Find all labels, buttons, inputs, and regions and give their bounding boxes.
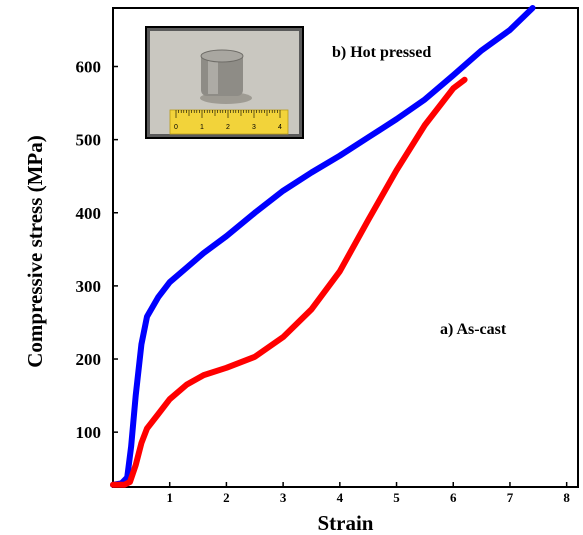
y-tick-label: 100 bbox=[76, 423, 102, 442]
x-tick-label: 2 bbox=[223, 490, 230, 505]
x-tick-label: 8 bbox=[563, 490, 570, 505]
sample-highlight bbox=[208, 56, 218, 94]
x-tick-label: 1 bbox=[166, 490, 173, 505]
annotation-as-cast: a) As-cast bbox=[440, 321, 507, 338]
ruler-label: 0 bbox=[174, 124, 178, 131]
y-tick-label: 600 bbox=[76, 58, 102, 77]
ruler-label: 4 bbox=[278, 124, 282, 131]
plot-frame bbox=[112, 7, 579, 488]
sample-top-face bbox=[200, 49, 244, 63]
ruler-label: 2 bbox=[226, 124, 230, 131]
x-tick-label: 5 bbox=[393, 490, 400, 505]
series-line-hot-pressed bbox=[110, 5, 536, 488]
ruler-label: 3 bbox=[252, 124, 256, 131]
x-tick-label: 4 bbox=[337, 490, 344, 505]
y-axis-title: Compressive stress (MPa) bbox=[23, 135, 47, 368]
x-axis-title: Strain bbox=[317, 511, 373, 535]
y-tick-label: 300 bbox=[76, 277, 102, 296]
y-tick-label: 500 bbox=[76, 131, 102, 150]
inset-photo: 0 1 2 3 4 bbox=[145, 26, 304, 139]
series-line-as-cast bbox=[110, 76, 468, 488]
x-tick-label: 7 bbox=[507, 490, 514, 505]
ruler bbox=[169, 109, 289, 135]
x-tick-label: 3 bbox=[280, 490, 287, 505]
plot-border bbox=[112, 7, 579, 488]
ticks-layer: 1 2 3 4 5 6 7 8 100 200 300 400 500 600 bbox=[76, 58, 571, 505]
y-tick-label: 400 bbox=[76, 204, 102, 223]
x-tick-label: 6 bbox=[450, 490, 457, 505]
y-tick-label: 200 bbox=[76, 350, 102, 369]
annotation-hot-pressed: b) Hot pressed bbox=[332, 44, 431, 61]
ruler-label: 1 bbox=[200, 124, 204, 131]
series-layer bbox=[110, 5, 536, 488]
